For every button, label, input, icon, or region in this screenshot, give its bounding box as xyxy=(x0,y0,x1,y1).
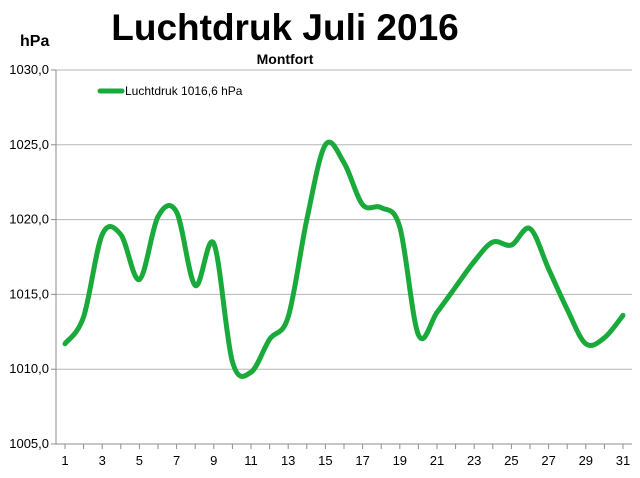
axes xyxy=(51,69,632,449)
x-tick-labels: 1 3 5 7 9 11 13 15 17 19 21 23 25 27 29 31 xyxy=(61,453,630,468)
x-tick-label: 15 xyxy=(318,453,332,468)
x-tick-label: 1 xyxy=(61,453,68,468)
x-tick-label: 13 xyxy=(281,453,295,468)
y-tick-labels: 1005,0 1010,0 1015,0 1020,0 1025,0 1030,0 xyxy=(9,62,49,451)
x-tick-label: 17 xyxy=(355,453,369,468)
x-tick-label: 29 xyxy=(579,453,593,468)
x-tick-label: 25 xyxy=(504,453,518,468)
legend: Luchtdruk 1016,6 hPa xyxy=(97,84,243,98)
y-tick-label: 1030,0 xyxy=(9,62,49,77)
series-layer xyxy=(62,139,626,379)
y-tick-label: 1015,0 xyxy=(9,286,49,301)
x-tick-label: 9 xyxy=(210,453,217,468)
y-tick-label: 1005,0 xyxy=(9,436,49,451)
x-tick-label: 31 xyxy=(616,453,630,468)
chart-subtitle: Montfort xyxy=(257,51,314,67)
y-tick-label: 1020,0 xyxy=(9,212,49,227)
x-tick-label: 7 xyxy=(173,453,180,468)
x-tick-label: 3 xyxy=(99,453,106,468)
y-tick-label: 1010,0 xyxy=(9,361,49,376)
x-tick-label: 27 xyxy=(541,453,555,468)
x-tick-label: 23 xyxy=(467,453,481,468)
y-axis-label: hPa xyxy=(20,33,49,50)
legend-label: Luchtdruk 1016,6 hPa xyxy=(125,84,243,98)
x-tick-label: 21 xyxy=(430,453,444,468)
x-tick-label: 19 xyxy=(393,453,407,468)
y-tick-label: 1025,0 xyxy=(9,137,49,152)
chart-title: Luchtdruk Juli 2016 xyxy=(111,7,459,48)
x-tick-label: 11 xyxy=(244,453,258,468)
x-tick-label: 5 xyxy=(136,453,143,468)
series-line xyxy=(62,139,626,379)
